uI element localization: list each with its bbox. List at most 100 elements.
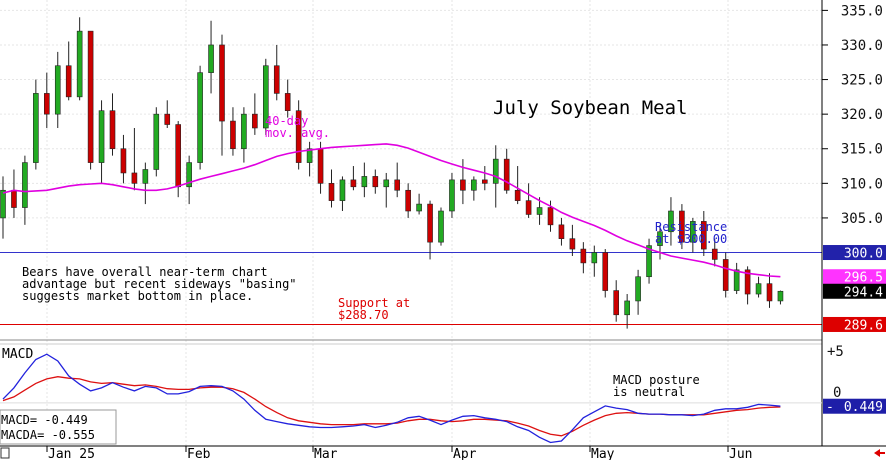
candle-down (481, 179, 488, 184)
candle-up (449, 179, 455, 212)
candle-up (76, 30, 83, 98)
macd-note-line1: MACD posture (613, 373, 700, 387)
candle-down (219, 44, 225, 122)
price-tick-label: 330.0 (841, 38, 883, 54)
candle-down (284, 93, 291, 111)
candle-down (164, 113, 171, 125)
candlestick-series (0, 17, 784, 329)
candle-up (635, 276, 641, 302)
candle-up (33, 93, 39, 163)
candle-down (722, 259, 729, 291)
date-tick-label: Jan 25 (48, 447, 95, 460)
ma-label-line1: 40-day (265, 114, 308, 128)
candle-up (416, 203, 422, 212)
candle-up (733, 269, 740, 291)
candle-down (766, 283, 773, 302)
ma40-badge-text: 296.5 (844, 271, 883, 286)
resistance-badge-text: 300.0 (844, 247, 883, 262)
chart-title: July Soybean Meal (493, 97, 687, 119)
macd-value-text: MACD= -0.449 (1, 413, 88, 427)
support-label-line2: $288.70 (338, 308, 389, 322)
candle-down (679, 210, 685, 243)
candle-down (613, 290, 620, 316)
candle-down (711, 248, 718, 260)
date-tick-label: Jun (729, 447, 752, 460)
candle-up (591, 252, 598, 264)
ma40-badge: 296.5 (823, 269, 886, 286)
date-tick-label: May (591, 447, 615, 460)
candle-down (43, 93, 50, 115)
candle-down (317, 148, 324, 184)
date-axis: Jan 25 Feb Mar Apr May Jun (46, 446, 752, 460)
candle-up (22, 162, 28, 208)
candle-down (109, 110, 116, 150)
macda-value-text: MACDA= -0.555 (1, 428, 95, 442)
support-label-line1: Support at (338, 296, 410, 310)
candle-down (514, 189, 521, 201)
candle-down (11, 189, 17, 208)
candle-up (142, 169, 149, 184)
candle-down (394, 179, 401, 191)
price-axis-ticks: 335.0 330.0 325.0 320.0 315.0 310.0 305.0 (822, 3, 883, 227)
ma40-line (2, 143, 781, 278)
scroll-left-arrow-icon[interactable] (874, 449, 885, 457)
candle-up (197, 72, 203, 163)
candle-up (471, 179, 477, 191)
candle-up (492, 158, 499, 184)
support-badge: 289.6 (823, 316, 886, 333)
candle-down (558, 224, 565, 239)
candle-up (383, 179, 390, 188)
candle-down (65, 65, 72, 98)
candle-down (547, 207, 554, 226)
candle-up (186, 162, 192, 188)
candle-up (306, 148, 313, 163)
candle-up (690, 221, 696, 243)
candle-down (120, 148, 127, 174)
macd-line (2, 353, 781, 444)
scroll-box-icon[interactable] (0, 447, 10, 459)
candle-down (252, 113, 258, 129)
resistance-label-line2: at $300.00 (655, 232, 727, 246)
macd-value-badge-sign: - (826, 400, 834, 415)
candle-up (536, 207, 543, 215)
candle-up (777, 290, 784, 302)
candle-down (131, 172, 138, 184)
candle-up (0, 189, 6, 219)
candle-down (427, 203, 433, 243)
candle-down (525, 200, 532, 215)
macd-value-badge-text: 0.449 (844, 400, 883, 415)
candle-down (273, 65, 280, 94)
candle-up (98, 110, 105, 163)
price-tick-label: 305.0 (841, 211, 883, 227)
candle-up (438, 210, 444, 243)
candle-up (668, 210, 674, 233)
macd-axis-label-plus5: +5 (827, 344, 844, 360)
price-tick-label: 310.0 (841, 176, 883, 192)
macd-values-box (0, 409, 117, 445)
candle-up (624, 300, 630, 316)
candle-up (361, 176, 368, 188)
candle-down (580, 248, 587, 264)
price-tick-label: 315.0 (841, 142, 883, 158)
candle-down (405, 189, 411, 212)
candle-down (503, 158, 510, 191)
candle-up (262, 65, 269, 129)
ma-label-line2: mov. avg. (265, 126, 330, 140)
macd-value-badge (823, 398, 886, 414)
candle-up (208, 44, 214, 73)
macd-panel-title: MACD (2, 347, 33, 362)
macd-note-line2: is neutral (613, 385, 685, 399)
bears-note-line1: Bears have overall near-term chart (22, 265, 268, 279)
candle-down (602, 252, 609, 291)
candle-down (569, 238, 576, 250)
candle-up (657, 231, 663, 246)
resistance-badge: 300.0 (823, 245, 886, 262)
candle-down (328, 183, 335, 201)
macd-axis-label-zero: 0 (833, 385, 841, 401)
last-price-badge: 294.4 (823, 283, 886, 300)
candle-up (54, 65, 61, 115)
date-tick-label: Mar (314, 447, 338, 460)
price-tick-label: 335.0 (841, 3, 883, 19)
candle-up (755, 283, 762, 295)
